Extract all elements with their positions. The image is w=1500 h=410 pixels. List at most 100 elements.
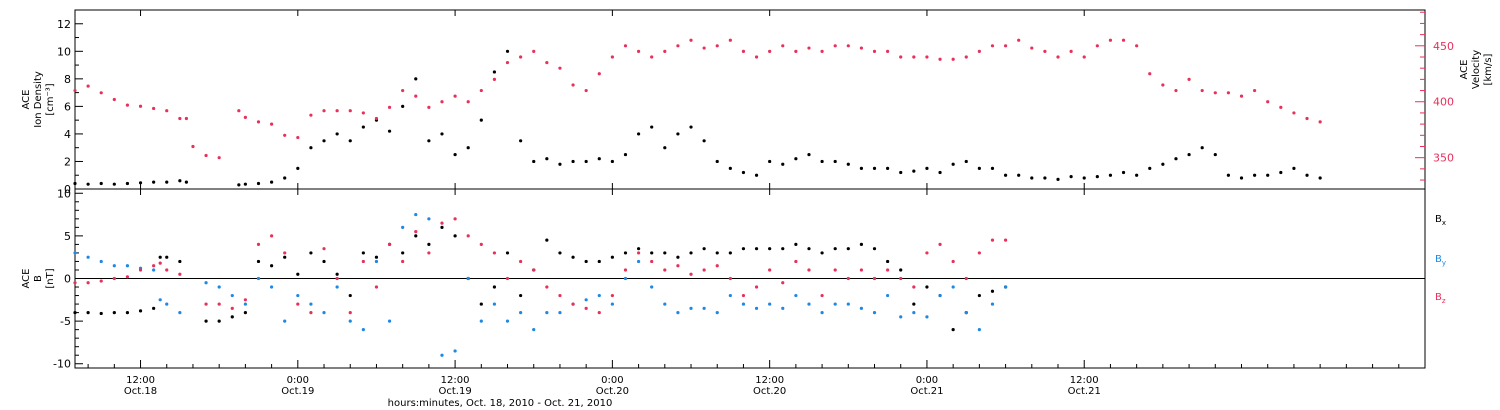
bz-point — [479, 242, 483, 247]
bz-point — [361, 259, 365, 264]
by-point — [938, 293, 942, 298]
by-point — [715, 310, 719, 315]
bx-point — [886, 259, 890, 264]
by-point — [519, 310, 523, 315]
by-point — [479, 319, 483, 323]
velocity-point — [872, 49, 877, 53]
bz-point — [309, 310, 313, 315]
density-point — [610, 159, 614, 164]
bx-point — [859, 242, 864, 247]
bx-point — [899, 268, 903, 272]
by-point — [296, 293, 300, 298]
bz-point — [243, 298, 247, 302]
velocity-point — [309, 113, 313, 117]
bz-point — [296, 302, 300, 306]
bz-point — [977, 251, 981, 255]
density-point — [361, 125, 365, 129]
bz-point — [794, 259, 798, 264]
density-point — [243, 182, 247, 186]
density-point — [427, 139, 431, 143]
by-point — [283, 319, 287, 323]
field-tick-label: 5 — [64, 230, 71, 243]
by-point — [558, 310, 562, 315]
field-tick-label: 0 — [64, 273, 71, 286]
velocity-point — [1187, 77, 1191, 81]
velocity-point — [178, 116, 182, 121]
by-point — [977, 328, 981, 332]
legend-label-main: B — [1435, 214, 1442, 225]
by-point — [322, 310, 326, 315]
density-point — [519, 139, 523, 143]
bz-point — [846, 276, 850, 281]
velocity-point — [322, 109, 326, 113]
velocity-point — [138, 104, 143, 108]
density-point — [348, 139, 352, 143]
bz-point — [584, 306, 588, 310]
velocity-point — [663, 49, 667, 53]
density-point — [597, 157, 601, 161]
by-point — [112, 264, 116, 268]
velocity-point — [545, 60, 549, 65]
velocity-point — [1266, 100, 1270, 104]
bx-point — [545, 238, 549, 242]
density-tick-label: 6 — [64, 100, 71, 113]
by-point — [374, 259, 379, 264]
density-point — [86, 182, 90, 186]
density-tick-label: 2 — [64, 155, 71, 168]
bx-point — [558, 251, 562, 255]
bz-point — [597, 310, 601, 315]
velocity-point — [1082, 55, 1086, 59]
field-tick-label: -10 — [53, 358, 71, 371]
velocity-point — [636, 49, 641, 53]
velocity-point — [741, 49, 746, 53]
bz-point — [728, 276, 732, 281]
by-point — [152, 268, 156, 272]
velocity-point — [243, 115, 247, 119]
density-point — [558, 162, 562, 166]
density-point — [846, 162, 850, 166]
density-point — [1318, 176, 1322, 180]
bx-point — [833, 247, 837, 251]
x-tick-time: 12:00 — [1070, 375, 1099, 386]
by-point — [912, 310, 916, 315]
velocity-point — [794, 49, 798, 53]
velocity-point — [925, 55, 929, 59]
bx-point — [571, 255, 575, 259]
velocity-axis-title-line: ACE — [1459, 60, 1470, 80]
bz-point — [322, 247, 326, 251]
density-point — [741, 170, 746, 175]
by-point — [650, 285, 654, 289]
bx-point — [689, 251, 693, 255]
density-point — [1200, 146, 1204, 150]
density-point — [807, 152, 811, 157]
bz-series — [73, 217, 1008, 315]
velocity-point — [374, 116, 379, 121]
velocity-point — [296, 135, 300, 140]
density-tick-label: 10 — [57, 45, 71, 58]
density-point — [964, 159, 968, 164]
density-point — [1239, 176, 1244, 180]
bx-point — [309, 251, 313, 255]
velocity-point — [237, 109, 241, 113]
by-point — [754, 306, 759, 310]
density-point — [270, 180, 274, 184]
density-point — [781, 162, 785, 166]
density-point — [453, 152, 457, 157]
bz-point — [86, 281, 90, 285]
by-point — [427, 217, 431, 221]
by-point — [230, 293, 234, 298]
velocity-point — [152, 106, 156, 111]
density-point — [912, 169, 916, 173]
velocity-point — [951, 57, 955, 61]
by-point — [768, 302, 772, 306]
field-axis-title: ACEB[nT] — [21, 268, 56, 288]
bx-point — [414, 234, 418, 238]
bx-point — [623, 251, 628, 255]
by-point — [951, 285, 955, 289]
bz-point — [492, 251, 497, 255]
field-axis-title-line: [nT] — [45, 268, 56, 288]
velocity-tick-label: 450 — [1433, 40, 1454, 53]
density-point — [479, 118, 483, 122]
density-point — [1187, 152, 1191, 157]
